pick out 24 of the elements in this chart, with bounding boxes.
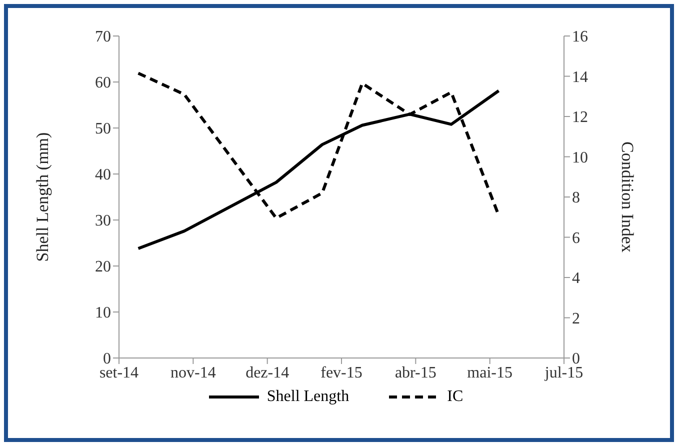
y-tick-label: 30 <box>95 212 111 230</box>
y-tick-label: 60 <box>95 74 111 92</box>
y2-tick-label: 4 <box>572 270 580 288</box>
y2-tick-label: 16 <box>572 28 588 46</box>
y-tick-label: 20 <box>95 258 111 276</box>
legend-label: IC <box>447 388 464 406</box>
y2-tick-label: 10 <box>572 149 588 166</box>
y-tick-label: 40 <box>95 166 111 184</box>
y2-tick-label: 2 <box>572 310 580 328</box>
y-tick-label: 50 <box>95 120 111 138</box>
y2-tick-label: 14 <box>572 68 588 86</box>
y-tick-label: 10 <box>95 304 111 322</box>
y2-tick-label: 12 <box>572 109 588 126</box>
x-tick-label: nov-14 <box>170 364 216 382</box>
y-axis-title: Shell Length (mm) <box>33 132 52 262</box>
y2-tick-label: 6 <box>572 230 580 247</box>
x-tick-label: mai-15 <box>467 364 512 382</box>
y-tick-label: 70 <box>95 28 111 46</box>
x-tick-label: abr-15 <box>394 364 436 382</box>
y2-tick-label: 8 <box>572 190 580 207</box>
y2-axis-title: Condition Index <box>618 142 637 253</box>
legend-label: Shell Length <box>266 388 350 406</box>
x-tick-label: fev-15 <box>320 364 362 382</box>
x-tick-label: dez-14 <box>246 364 290 382</box>
